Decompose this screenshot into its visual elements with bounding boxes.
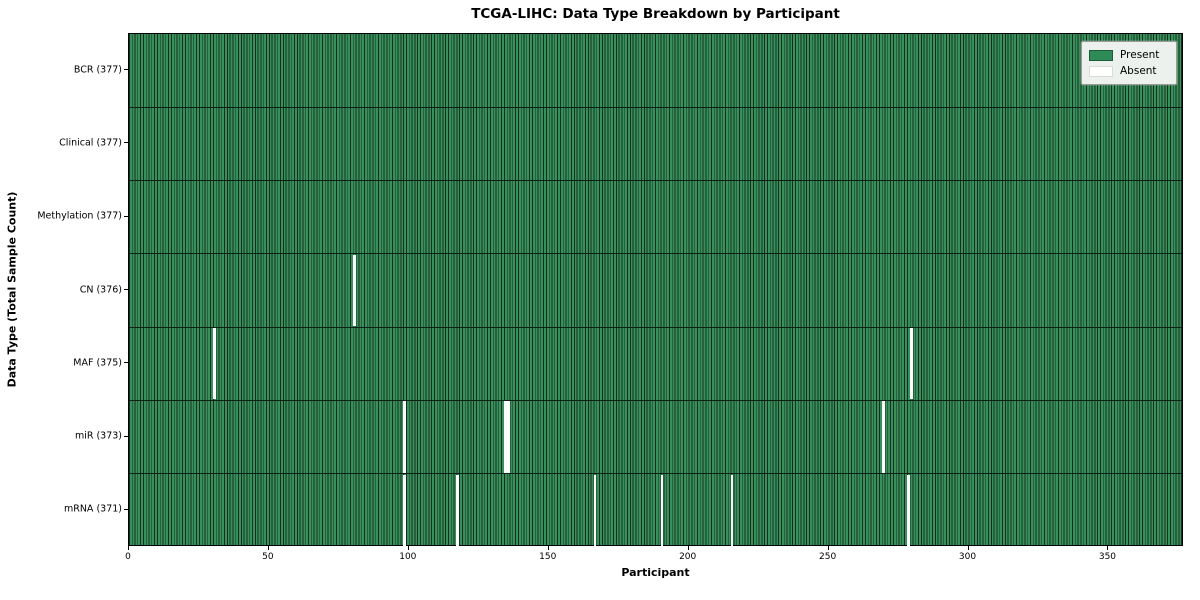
x-axis-label: Participant (621, 566, 690, 579)
row-divider (129, 106, 1182, 108)
absent-marker (456, 474, 460, 546)
x-tick-mark (547, 546, 549, 550)
absent-marker (503, 401, 507, 473)
x-tick-label: 150 (539, 552, 557, 562)
x-tick-label: 350 (1098, 552, 1117, 562)
y-tick-mark (124, 215, 128, 217)
x-tick-mark (128, 546, 129, 550)
absent-marker (906, 474, 910, 546)
legend-label-absent: Absent (1120, 65, 1157, 77)
plot-area: Present Absent (128, 33, 1183, 546)
y-tick-label: CN (376) (79, 284, 122, 295)
x-tick-mark (407, 546, 409, 550)
x-tick-mark (267, 546, 269, 550)
legend-entry-present: Present (1089, 47, 1168, 63)
absent-marker (909, 328, 913, 400)
absent-marker (881, 401, 885, 473)
y-tick-label: mRNA (371) (63, 503, 122, 515)
row-divider (129, 473, 1182, 475)
y-tick-label: Clinical (377) (59, 137, 122, 149)
absent-marker (506, 401, 510, 473)
absent-marker (730, 474, 734, 546)
legend-entry-absent: Absent (1089, 63, 1168, 79)
absent-marker (403, 401, 407, 473)
x-tick-mark (827, 546, 829, 550)
x-tick-mark (1107, 546, 1109, 550)
present-swatch-icon (1089, 49, 1113, 61)
x-tick-label: 50 (262, 552, 274, 562)
absent-marker (593, 474, 597, 546)
absent-swatch-icon (1089, 65, 1113, 77)
x-tick-label: 100 (399, 552, 417, 562)
row-divider (129, 253, 1182, 255)
y-tick-label: MAF (375) (73, 357, 122, 369)
row-divider (129, 399, 1182, 401)
x-tick-label: 200 (679, 552, 697, 562)
legend-label-present: Present (1120, 49, 1160, 61)
row-divider (129, 180, 1182, 182)
x-tick-label: 300 (958, 552, 977, 562)
chart-title: TCGA-LIHC: Data Type Breakdown by Partic… (471, 6, 840, 22)
y-tick-mark (124, 69, 128, 71)
absent-marker (660, 474, 664, 546)
y-tick-mark (124, 362, 128, 364)
y-tick-mark (124, 435, 128, 437)
y-tick-label: BCR (377) (73, 64, 122, 76)
x-tick-label: 0 (125, 552, 131, 562)
y-tick-mark (124, 142, 128, 144)
row-divider (129, 326, 1182, 328)
x-tick-mark (967, 546, 969, 550)
y-tick-label: miR (373) (74, 430, 122, 442)
x-tick-mark (687, 546, 689, 550)
absent-marker (352, 254, 356, 327)
y-tick-label: Methylation (377) (37, 210, 122, 222)
legend: Present Absent (1081, 41, 1177, 85)
y-tick-mark (124, 508, 128, 510)
absent-marker (403, 474, 407, 546)
y-tick-mark (124, 289, 128, 290)
absent-marker (212, 328, 216, 400)
x-tick-label: 250 (819, 552, 837, 562)
